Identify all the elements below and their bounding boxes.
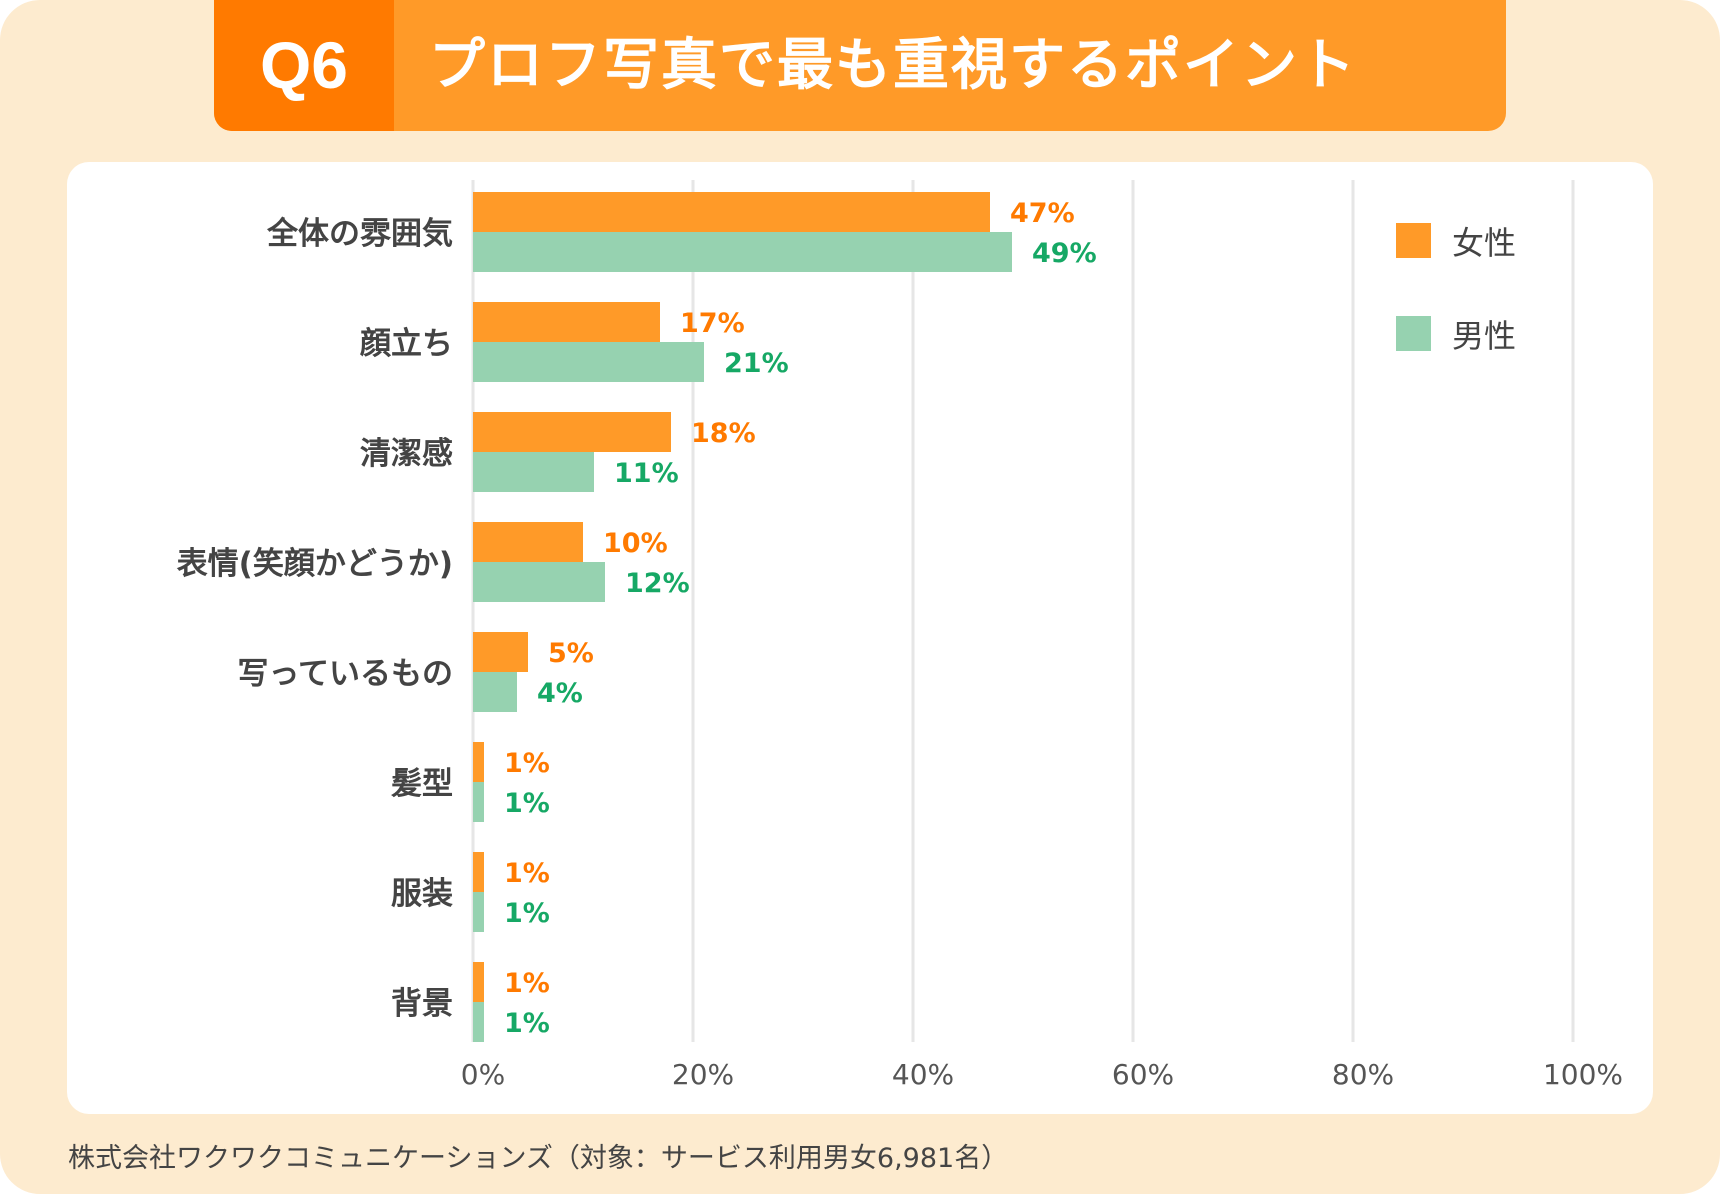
bar-female bbox=[473, 962, 484, 1002]
bar-male bbox=[473, 672, 517, 712]
chart-panel: 0% 20% 40% 60% 80% 100% 全体の雰囲気 47% 49% 顔立ち 17% 21% 清… bbox=[67, 162, 1653, 1114]
category-label: 服装 bbox=[391, 876, 453, 912]
value-label: 17% bbox=[680, 308, 745, 339]
x-tick-label: 100% bbox=[1543, 1058, 1623, 1091]
legend-label: 女性 bbox=[1452, 224, 1516, 262]
value-label: 10% bbox=[603, 528, 668, 559]
legend-swatch bbox=[1396, 316, 1431, 351]
bar-female bbox=[473, 302, 660, 342]
category-label: 背景 bbox=[391, 986, 453, 1022]
bar-male bbox=[473, 562, 605, 602]
bar-male bbox=[473, 892, 484, 932]
bar-female bbox=[473, 412, 671, 452]
category-label: 髪型 bbox=[391, 766, 453, 802]
value-label: 1% bbox=[504, 858, 550, 889]
page-title: プロフ写真で最も重視するポイント bbox=[429, 33, 1357, 98]
value-label: 21% bbox=[724, 348, 789, 379]
bar-chart: 0% 20% 40% 60% 80% 100% 全体の雰囲気 47% 49% 顔立ち 17% 21% 清… bbox=[177, 180, 1623, 1091]
x-tick-label: 80% bbox=[1332, 1058, 1394, 1091]
bar-female bbox=[473, 632, 528, 672]
value-label: 47% bbox=[1010, 198, 1075, 229]
bar-male bbox=[473, 452, 594, 492]
bar-female bbox=[473, 852, 484, 892]
category-label: 全体の雰囲気 bbox=[266, 216, 453, 252]
source-note: 株式会社ワクワクコミュニケーションズ（対象：サービス利用男女6,981名） bbox=[68, 1143, 1009, 1174]
bar-male bbox=[473, 232, 1012, 272]
bar-male bbox=[473, 1002, 484, 1042]
value-label: 4% bbox=[537, 678, 583, 709]
bar-female bbox=[473, 522, 583, 562]
value-label: 18% bbox=[691, 418, 756, 449]
x-tick-label: 0% bbox=[461, 1058, 505, 1091]
value-label: 11% bbox=[614, 458, 679, 489]
value-label: 12% bbox=[625, 568, 690, 599]
question-number: Q6 bbox=[214, 0, 394, 131]
bar-female bbox=[473, 192, 990, 232]
bar-male bbox=[473, 342, 704, 382]
legend-label: 男性 bbox=[1452, 317, 1516, 355]
value-label: 1% bbox=[504, 788, 550, 819]
x-tick-label: 60% bbox=[1112, 1058, 1174, 1091]
value-label: 49% bbox=[1032, 238, 1097, 269]
title-banner: Q6 プロフ写真で最も重視するポイント bbox=[214, 0, 1506, 131]
value-label: 1% bbox=[504, 968, 550, 999]
bar-male bbox=[473, 782, 484, 822]
value-label: 1% bbox=[504, 1008, 550, 1039]
category-label: 顔立ち bbox=[360, 326, 453, 362]
category-label: 清潔感 bbox=[360, 436, 453, 472]
bar-female bbox=[473, 742, 484, 782]
category-label: 表情(笑顔かどうか) bbox=[177, 546, 453, 582]
x-tick-label: 20% bbox=[672, 1058, 734, 1091]
value-label: 1% bbox=[504, 748, 550, 779]
category-label: 写っているもの bbox=[238, 656, 453, 692]
legend-swatch bbox=[1396, 223, 1431, 258]
value-label: 5% bbox=[548, 638, 594, 669]
x-tick-label: 40% bbox=[892, 1058, 954, 1091]
value-label: 1% bbox=[504, 898, 550, 929]
